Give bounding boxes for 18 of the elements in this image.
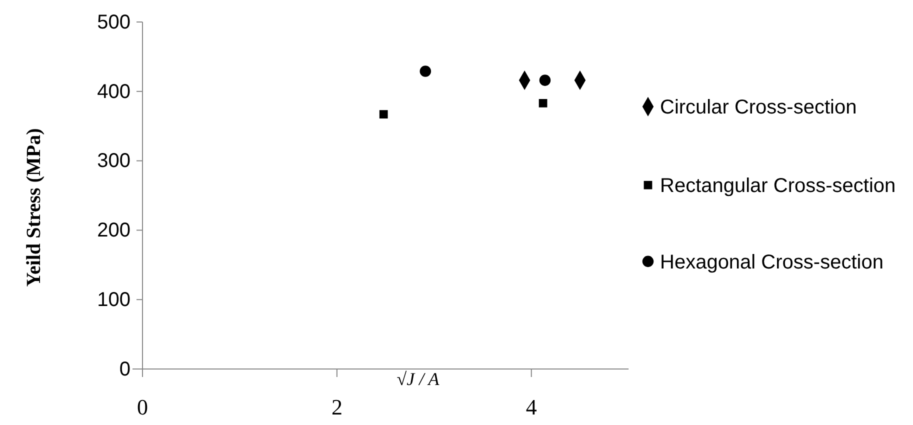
point [538, 99, 548, 108]
y-tick-label: 200 [97, 220, 130, 242]
x-tick-label: 4 [526, 394, 537, 420]
legend-label: Hexagonal Cross-section [660, 251, 884, 274]
y-tick-label: 100 [97, 289, 130, 311]
y-tick-label: 400 [97, 80, 130, 103]
y-axis-title: Yeild Stress (MPa) [23, 128, 45, 287]
legend-label: Rectangular Cross-section [660, 175, 896, 198]
point [379, 110, 388, 118]
x-axis-title: √J / A [396, 369, 440, 389]
x-tick-label: 2 [331, 394, 342, 420]
point [420, 66, 432, 77]
point [539, 74, 551, 86]
x-tick-label: 0 [137, 394, 148, 420]
y-tick-label: 500 [97, 11, 130, 34]
y-tick-label: 0 [119, 358, 130, 380]
legend-label: Circular Cross-section [660, 96, 857, 119]
y-tick-label: 300 [97, 150, 130, 172]
